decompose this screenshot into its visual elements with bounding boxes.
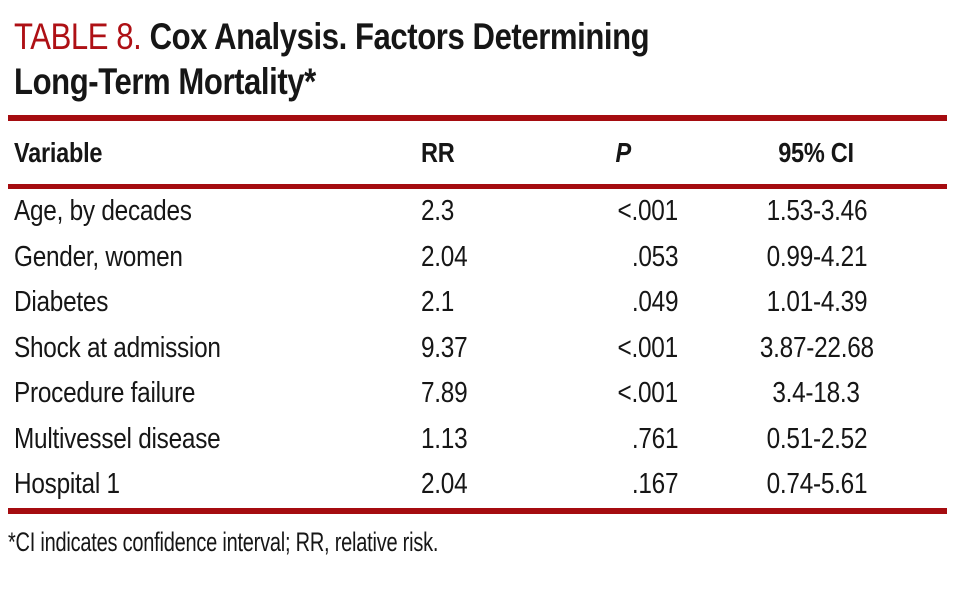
table-row: Age, by decades 2.3 <.001 1.53-3.46 bbox=[8, 189, 947, 235]
cox-analysis-table-body: Age, by decades 2.3 <.001 1.53-3.46 Gend… bbox=[8, 189, 947, 508]
table-row: Gender, women 2.04 .053 0.99-4.21 bbox=[8, 235, 947, 281]
column-header-ci: 95% CI bbox=[778, 136, 855, 168]
cell-p: <.001 bbox=[617, 331, 679, 364]
table-header: Variable RR P 95% CI bbox=[8, 121, 947, 184]
table-row: Multivessel disease 1.13 .761 0.51-2.52 bbox=[8, 417, 947, 463]
header-rule bbox=[8, 184, 947, 189]
cell-ci: 3.4-18.3 bbox=[772, 377, 861, 410]
cell-variable: Multivessel disease bbox=[14, 422, 221, 455]
cell-ci: 1.01-4.39 bbox=[766, 286, 867, 319]
table-title: TABLE 8. Cox Analysis. Factors Determini… bbox=[14, 14, 947, 104]
column-header-variable: Variable bbox=[14, 136, 103, 168]
cell-p: .761 bbox=[631, 422, 679, 455]
cell-rr: 2.3 bbox=[421, 195, 455, 228]
cell-ci: 3.87-22.68 bbox=[759, 331, 874, 364]
table-title-line1: TABLE 8. Cox Analysis. Factors Determini… bbox=[14, 14, 650, 59]
table-title-line2: Long-Term Mortality* bbox=[14, 61, 316, 102]
table-title-text: Cox Analysis. Factors Determining bbox=[149, 16, 650, 57]
paper-table: TABLE 8. Cox Analysis. Factors Determini… bbox=[8, 14, 947, 558]
table-row: Diabetes 2.1 .049 1.01-4.39 bbox=[8, 280, 947, 326]
cell-p: <.001 bbox=[617, 195, 679, 228]
table-row: Procedure failure 7.89 <.001 3.4-18.3 bbox=[8, 371, 947, 417]
table-row: Shock at admission 9.37 <.001 3.87-22.68 bbox=[8, 326, 947, 372]
table-footnote: *CI indicates confidence interval; RR, r… bbox=[8, 526, 439, 557]
cell-rr: 9.37 bbox=[421, 331, 468, 364]
column-header-rr: RR bbox=[421, 136, 455, 168]
column-header-p: P bbox=[615, 136, 631, 168]
cell-variable: Age, by decades bbox=[14, 195, 192, 228]
cell-rr: 1.13 bbox=[421, 422, 468, 455]
cell-variable: Hospital 1 bbox=[14, 468, 120, 501]
table-row: Hospital 1 2.04 .167 0.74-5.61 bbox=[8, 462, 947, 508]
cell-variable: Procedure failure bbox=[14, 377, 196, 410]
cell-p: .049 bbox=[631, 286, 679, 319]
cell-rr: 7.89 bbox=[421, 377, 468, 410]
table-body: Age, by decades 2.3 <.001 1.53-3.46 Gend… bbox=[8, 189, 947, 508]
cell-rr: 2.04 bbox=[421, 468, 468, 501]
cell-p: .167 bbox=[631, 468, 679, 501]
cell-variable: Shock at admission bbox=[14, 331, 221, 364]
cell-p: <.001 bbox=[617, 377, 679, 410]
cell-ci: 1.53-3.46 bbox=[766, 195, 867, 228]
cell-variable: Gender, women bbox=[14, 240, 183, 273]
cox-analysis-table: Variable RR P 95% CI bbox=[8, 121, 947, 184]
cell-ci: 0.51-2.52 bbox=[766, 422, 867, 455]
cell-rr: 2.1 bbox=[421, 286, 455, 319]
cell-rr: 2.04 bbox=[421, 240, 468, 273]
header-row: Variable RR P 95% CI bbox=[8, 121, 947, 184]
cell-variable: Diabetes bbox=[14, 286, 109, 319]
cell-p: .053 bbox=[631, 240, 679, 273]
table-number-label: TABLE 8. bbox=[14, 16, 142, 57]
cell-ci: 0.99-4.21 bbox=[766, 240, 867, 273]
bottom-rule bbox=[8, 507, 947, 514]
top-rule bbox=[8, 115, 947, 121]
cell-ci: 0.74-5.61 bbox=[766, 468, 867, 501]
